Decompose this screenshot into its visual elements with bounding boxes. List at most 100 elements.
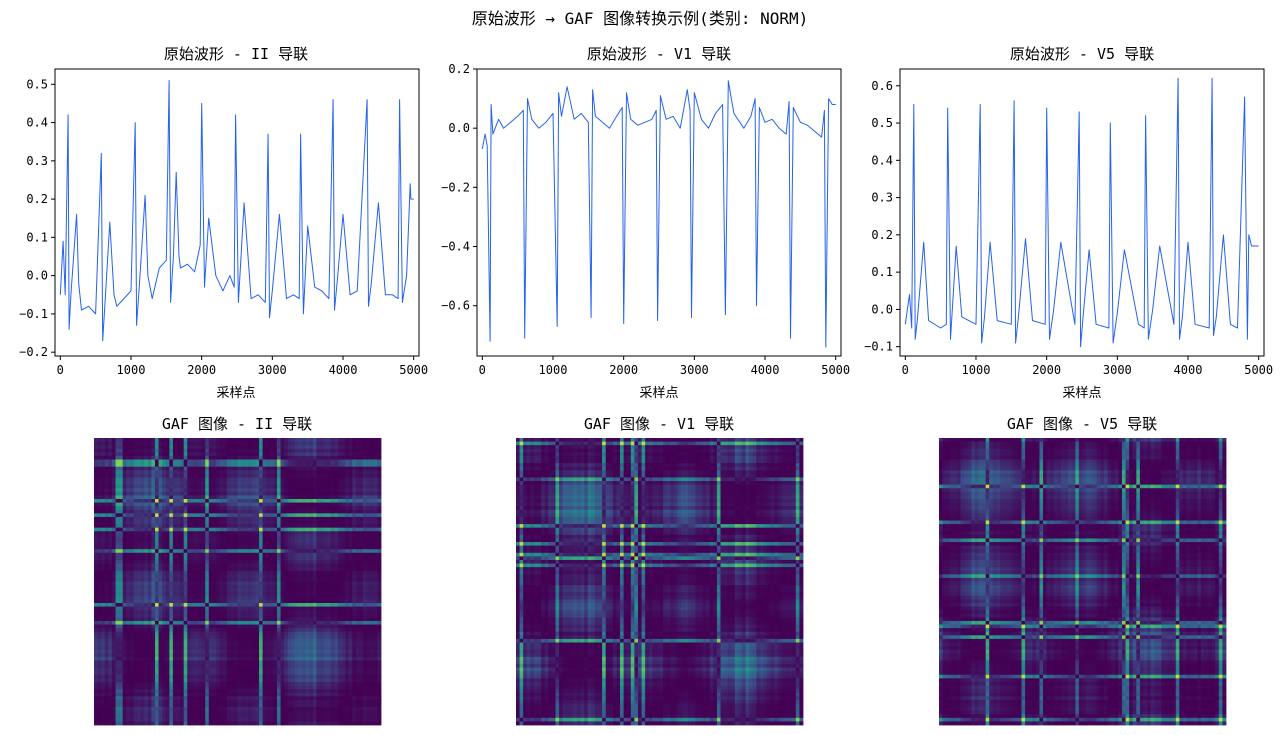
heatmap-cell (280, 477, 285, 482)
heatmap-cell (323, 628, 328, 633)
heatmap-cell (119, 585, 124, 590)
heatmap-cell (345, 563, 350, 568)
heatmap-cell (355, 534, 360, 539)
heatmap-cell (323, 438, 328, 442)
heatmap-cell (359, 592, 364, 597)
heatmap-cell (111, 585, 116, 590)
heatmap-cell (190, 595, 195, 600)
heatmap-cell (302, 527, 307, 532)
heatmap-cell (294, 549, 299, 554)
heatmap-cell (115, 477, 120, 482)
heatmap-cell (373, 628, 378, 633)
heatmap-cell (144, 502, 149, 507)
heatmap-cell (122, 563, 127, 568)
heatmap-cell (194, 459, 199, 464)
heatmap-cell (251, 649, 256, 654)
heatmap-cell (312, 638, 317, 643)
heatmap-cell (298, 559, 303, 564)
heatmap-cell (233, 549, 238, 554)
heatmap-cell (108, 559, 113, 564)
heatmap-cell (255, 635, 260, 640)
heatmap-cell (276, 448, 281, 453)
heatmap-cell (363, 524, 368, 529)
heatmap-cell (359, 484, 364, 489)
heatmap-cell (101, 646, 106, 651)
heatmap-cell (198, 466, 203, 471)
heatmap-cell (241, 628, 246, 633)
heatmap-cell (119, 473, 124, 478)
heatmap-cell (370, 516, 375, 521)
heatmap-cell (111, 588, 116, 593)
heatmap-cell (233, 448, 238, 453)
heatmap-cell (276, 649, 281, 654)
heatmap-cell (147, 563, 152, 568)
heatmap-cell (294, 588, 299, 593)
heatmap-cell (94, 538, 98, 543)
heatmap-cell (312, 538, 317, 543)
heatmap-cell (226, 527, 231, 532)
heatmap-cell (190, 520, 195, 525)
heatmap-cell (312, 455, 317, 460)
heatmap-cell (180, 466, 185, 471)
heatmap-cell (162, 495, 167, 500)
heatmap-cell (284, 534, 289, 539)
heatmap-cell (305, 549, 310, 554)
heatmap-cell (172, 599, 177, 604)
heatmap-cell (316, 477, 321, 482)
heatmap-cell (323, 506, 328, 511)
heatmap-cell (298, 527, 303, 532)
heatmap-cell (194, 563, 199, 568)
heatmap-cell (363, 463, 368, 468)
heatmap-cell (104, 473, 109, 478)
heatmap-cell (370, 448, 375, 453)
heatmap-cell (355, 520, 360, 525)
heatmap-cell (370, 445, 375, 450)
heatmap-cell (172, 574, 177, 579)
heatmap-cell (187, 549, 192, 554)
heatmap-cell (298, 441, 303, 446)
heatmap-cell (302, 534, 307, 539)
heatmap-cell (334, 552, 339, 557)
heatmap-cell (104, 574, 109, 579)
heatmap-cell (144, 595, 149, 600)
heatmap-cell (140, 542, 145, 547)
heatmap-cell (187, 617, 192, 622)
heatmap-cell (244, 484, 249, 489)
heatmap-cell (291, 631, 296, 636)
heatmap-cell (208, 577, 213, 582)
heatmap-cell (366, 441, 371, 446)
heatmap-cell (280, 520, 285, 525)
heatmap-cell (187, 603, 192, 608)
heatmap-cell (165, 452, 170, 457)
heatmap-cell (194, 516, 199, 521)
heatmap-cell (366, 466, 371, 471)
heatmap-cell (248, 613, 253, 618)
heatmap-cell (259, 552, 264, 557)
heatmap-cell (284, 448, 289, 453)
heatmap-cell (133, 506, 138, 511)
heatmap-cell (104, 538, 109, 543)
heatmap-cell (212, 531, 217, 536)
heatmap-cell (377, 516, 382, 521)
heatmap-cell (219, 509, 224, 514)
heatmap-cell (198, 581, 203, 586)
x-tick-label: 2000 (1032, 363, 1061, 377)
heatmap-cell (187, 452, 192, 457)
heatmap-cell (352, 631, 357, 636)
heatmap-cell (108, 473, 113, 478)
heatmap-cell (312, 491, 317, 496)
heatmap-cell (176, 585, 181, 590)
heatmap-cell (154, 581, 159, 586)
heatmap-cell (97, 577, 102, 582)
heatmap-cell (312, 563, 317, 568)
heatmap-cell (241, 559, 246, 564)
heatmap-cell (154, 538, 159, 543)
heatmap-cell (223, 549, 228, 554)
heatmap-cell (323, 617, 328, 622)
heatmap-cell (284, 599, 289, 604)
heatmap-cell (97, 445, 102, 450)
heatmap-cell (334, 617, 339, 622)
heatmap-cell (259, 542, 264, 547)
heatmap-cell (294, 624, 299, 629)
heatmap-cell (262, 502, 267, 507)
